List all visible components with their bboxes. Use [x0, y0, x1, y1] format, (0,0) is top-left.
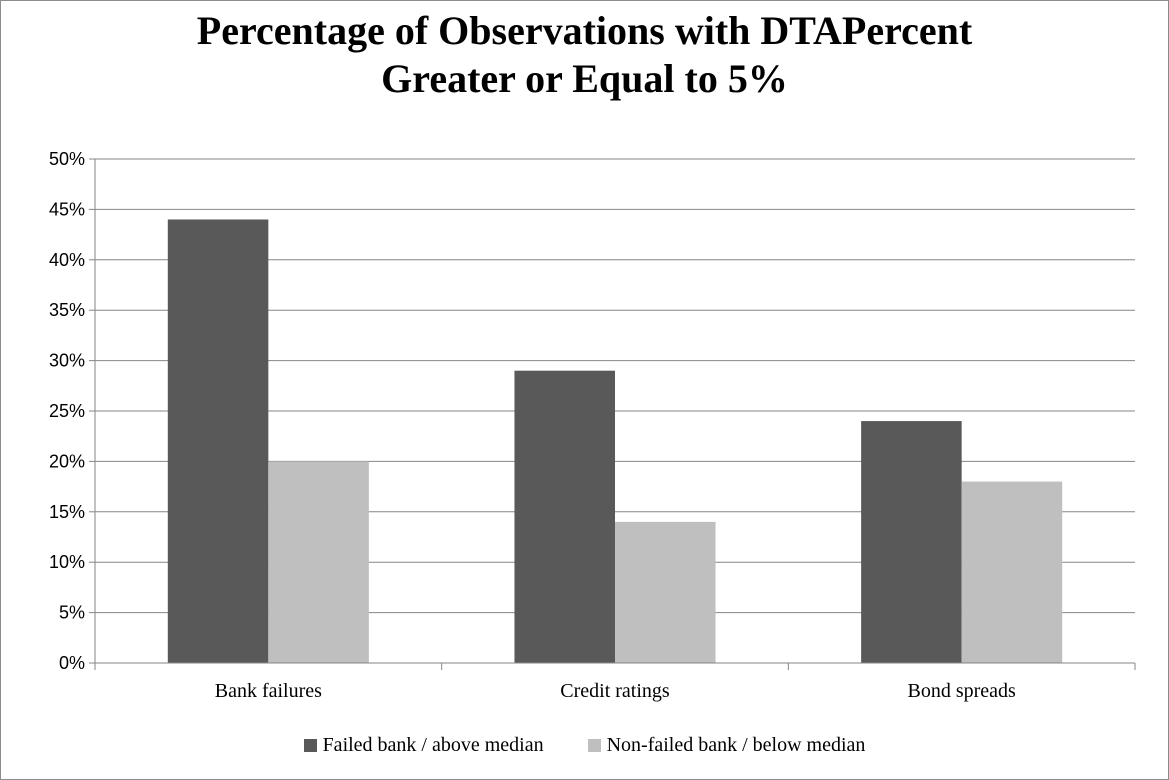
x-category-label: Bond spreads [908, 680, 1017, 702]
x-category-label: Bank failures [215, 680, 322, 702]
legend-swatch-non-failed [587, 739, 601, 752]
axis-labels: 0% 5% 10% 15% 20% 25% 30% 35% 40% 45% 50% Bank fail… [49, 149, 1016, 702]
chart-title: Percentage of Observations with DTAPerce… [1, 7, 1168, 103]
y-tick-label: 10% [49, 552, 85, 572]
legend-label-non-failed: Non-failed bank / below median [606, 734, 866, 756]
y-tick-label: 15% [49, 502, 85, 522]
chart-title-line-2: Greater or Equal to 5% [381, 56, 788, 101]
bar [268, 461, 369, 663]
y-tick-label: 35% [49, 300, 85, 320]
bars [167, 219, 1063, 664]
axes [89, 158, 1136, 670]
bar [861, 421, 962, 663]
legend: Failed bank / above median Non-failed ba… [1, 734, 1168, 757]
y-tick-label: 0% [59, 653, 85, 673]
chart-title-line-1: Percentage of Observations with DTAPerce… [196, 8, 973, 53]
y-tick-label: 45% [49, 199, 85, 219]
bar [514, 370, 615, 663]
y-tick-label: 30% [49, 351, 85, 371]
legend-label-failed: Failed bank / above median [322, 734, 544, 756]
x-category-label: Credit ratings [560, 680, 670, 702]
legend-item-non-failed: Non-failed bank / below median [587, 734, 866, 757]
y-tick-label: 50% [49, 149, 85, 169]
legend-swatch-failed [303, 739, 317, 752]
y-tick-label: 5% [59, 603, 85, 623]
y-tick-label: 40% [49, 250, 85, 270]
bar [961, 481, 1063, 663]
legend-item-failed: Failed bank / above median [303, 734, 544, 757]
y-tick-label: 20% [49, 451, 85, 471]
bar [167, 219, 269, 664]
bar [615, 521, 716, 663]
y-tick-label: 25% [49, 401, 85, 421]
